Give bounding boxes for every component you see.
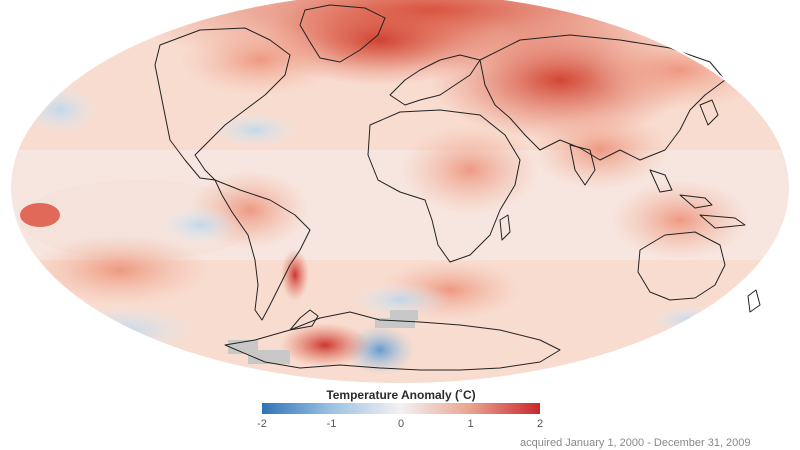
legend-tick-label: -1 (326, 418, 337, 430)
coastlines (154, 4, 761, 371)
legend-color-bar (262, 403, 540, 414)
legend-tick-label: 2 (536, 418, 544, 430)
mollweide-globe (9, 0, 791, 385)
legend-title: Temperature Anomaly (˚C) (326, 388, 476, 402)
anomaly-field (10, 0, 790, 384)
legend-tick-label: 1 (467, 418, 474, 430)
color-legend: Temperature Anomaly (˚C) -2 -1 0 1 2 (257, 386, 544, 436)
legend-tick-label: 0 (397, 418, 405, 430)
legend-tick-label: -2 (257, 418, 267, 430)
anomaly-map (9, 0, 791, 385)
acquisition-caption: acquired January 1, 2000 - December 31, … (520, 437, 751, 449)
